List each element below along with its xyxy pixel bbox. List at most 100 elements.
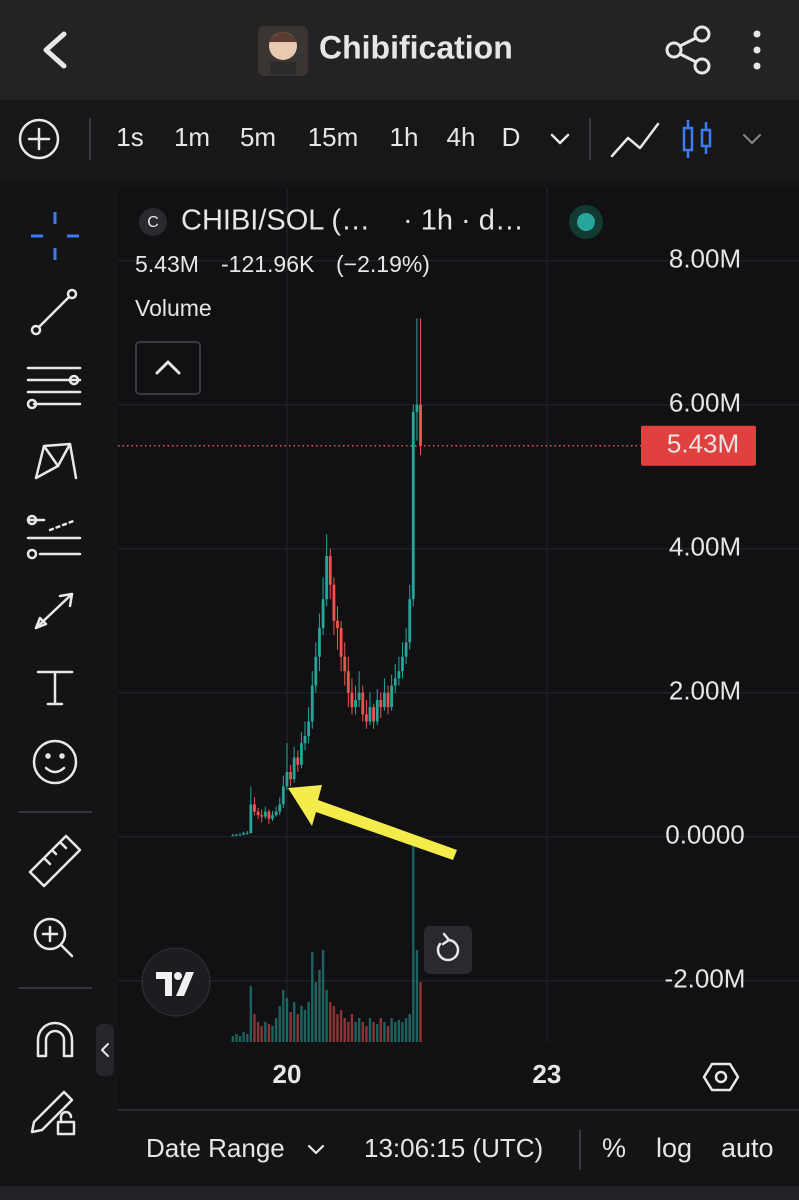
emoji-tool[interactable] bbox=[32, 739, 78, 785]
auto-button[interactable]: auto bbox=[721, 1133, 774, 1163]
interval-button[interactable]: 1m bbox=[174, 122, 210, 152]
interval-button[interactable]: D bbox=[502, 122, 521, 152]
symbol-meta: · 1h · d… bbox=[403, 205, 524, 237]
candle-body bbox=[231, 835, 235, 837]
chart-type-dropdown[interactable] bbox=[743, 134, 761, 144]
volume-bar bbox=[278, 1006, 281, 1042]
interval-button[interactable]: 1s bbox=[116, 122, 143, 152]
candle-body bbox=[267, 811, 271, 819]
volume-bar bbox=[376, 1024, 379, 1042]
trend-line-tool[interactable] bbox=[30, 288, 78, 336]
log-button[interactable]: log bbox=[656, 1133, 692, 1163]
candle-body bbox=[242, 833, 246, 835]
candle-body bbox=[274, 811, 278, 816]
volume-bar bbox=[350, 1014, 354, 1042]
chart: 8.00M 6.00M 4.00M 2.00M 0.0000 -2.00M 20 23 5.43… bbox=[118, 188, 799, 1089]
candle-body bbox=[339, 627, 343, 657]
fib-tool[interactable] bbox=[26, 366, 82, 410]
clock: 13:06:15 (UTC) bbox=[364, 1133, 543, 1163]
candle-body bbox=[336, 620, 339, 628]
tradingview-logo bbox=[141, 947, 211, 1017]
volume-bar bbox=[289, 1012, 292, 1042]
sidebar-toggle-icon bbox=[101, 1043, 109, 1057]
collapse-legend-button[interactable] bbox=[135, 341, 201, 395]
symbol-name: CHIBI/SOL (… bbox=[181, 205, 370, 237]
candle-body bbox=[310, 685, 314, 722]
x-tick-label: 23 bbox=[532, 1059, 561, 1089]
volume-bar bbox=[292, 1002, 296, 1042]
candle-body bbox=[343, 656, 347, 672]
symbol-icon: C bbox=[147, 214, 159, 231]
add-indicator-button[interactable] bbox=[18, 118, 60, 160]
candle-body bbox=[278, 804, 282, 812]
candle-body bbox=[375, 699, 379, 722]
interval-button[interactable]: 1h bbox=[390, 122, 419, 152]
crosshair-tool[interactable] bbox=[31, 212, 79, 260]
interval-button[interactable]: 15m bbox=[308, 122, 359, 152]
candle-body bbox=[372, 707, 376, 722]
interval-group: 1s 1m 5m 15m 1h 4h D bbox=[116, 122, 520, 152]
indicator-label: Volume bbox=[135, 295, 212, 321]
volume-bar bbox=[321, 950, 325, 1042]
volume-bar bbox=[354, 1022, 357, 1042]
volume-bar bbox=[303, 1010, 307, 1042]
candle-body bbox=[245, 833, 249, 835]
pattern-tool[interactable] bbox=[34, 442, 78, 480]
volume-bar bbox=[296, 1014, 299, 1042]
share-button[interactable] bbox=[665, 25, 711, 75]
interval-dropdown[interactable] bbox=[550, 133, 570, 145]
volume-bar bbox=[311, 952, 314, 1042]
volume-bar bbox=[372, 1022, 375, 1042]
collapse-icon bbox=[155, 360, 181, 375]
candle-body bbox=[368, 707, 372, 722]
toolbar bbox=[0, 100, 799, 180]
volume-bar bbox=[267, 1024, 271, 1042]
y-tick-label: 8.00M bbox=[669, 244, 741, 274]
reset-icon bbox=[436, 932, 460, 962]
candle-body bbox=[238, 834, 242, 836]
legend-last: 5.43M bbox=[135, 251, 199, 277]
settings-button[interactable] bbox=[702, 1062, 740, 1092]
candle-body bbox=[365, 714, 368, 722]
interval-button[interactable]: 5m bbox=[240, 122, 276, 152]
reset-zoom-button[interactable] bbox=[424, 926, 472, 974]
candle-body bbox=[281, 786, 285, 805]
candle-body bbox=[415, 404, 419, 412]
volume-bar bbox=[408, 1014, 411, 1042]
volume-bar bbox=[271, 1026, 274, 1042]
candle-body bbox=[332, 584, 336, 621]
projection-tool[interactable] bbox=[26, 514, 82, 560]
volume-bar bbox=[404, 1018, 408, 1042]
date-range-button[interactable]: Date Range bbox=[146, 1133, 285, 1163]
candle-chart-button[interactable] bbox=[682, 120, 712, 158]
volume-bar bbox=[231, 1036, 235, 1042]
lock-drawings-tool[interactable] bbox=[30, 1090, 76, 1136]
date-range-dropdown bbox=[307, 1144, 325, 1155]
annotation-arrow bbox=[288, 785, 457, 860]
candle-body bbox=[271, 815, 274, 819]
interval-button[interactable]: 4h bbox=[447, 122, 476, 152]
volume-bar bbox=[368, 1018, 372, 1042]
back-button[interactable] bbox=[43, 31, 67, 69]
volume-bar bbox=[365, 1026, 368, 1042]
volume-bar bbox=[264, 1022, 267, 1042]
more-button[interactable] bbox=[753, 30, 761, 70]
candle-body bbox=[263, 811, 267, 817]
bottom-edge bbox=[0, 1186, 799, 1200]
sidebar-toggle[interactable] bbox=[96, 1024, 114, 1076]
candle-body bbox=[303, 735, 307, 744]
ruler-tool[interactable] bbox=[28, 834, 82, 888]
volume-bar bbox=[282, 990, 285, 1042]
volume-bar bbox=[390, 1018, 393, 1042]
zoom-tool[interactable] bbox=[33, 917, 74, 958]
candle-body bbox=[289, 771, 292, 780]
candle-body bbox=[318, 627, 321, 657]
line-chart-button[interactable] bbox=[610, 122, 660, 158]
candle-body bbox=[379, 699, 383, 708]
magnet-tool[interactable] bbox=[36, 1021, 74, 1058]
candle-body bbox=[361, 692, 365, 715]
text-tool[interactable] bbox=[36, 670, 74, 706]
percent-button[interactable]: % bbox=[602, 1133, 626, 1163]
arrow-tool[interactable] bbox=[34, 592, 74, 630]
